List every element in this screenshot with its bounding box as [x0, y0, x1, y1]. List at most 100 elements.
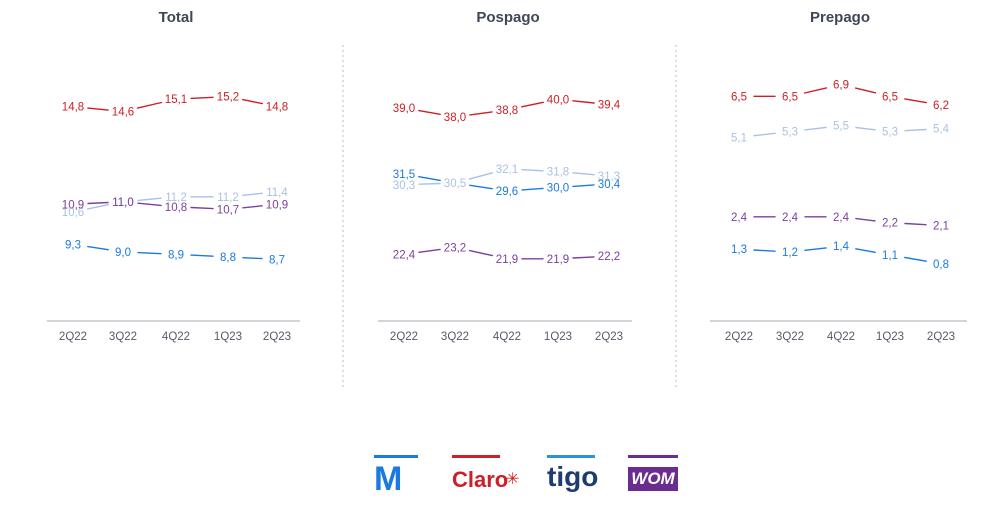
series-segment-movistar	[190, 254, 214, 257]
data-label-tigo: 30,5	[444, 178, 466, 190]
panel-title-total: Total	[159, 9, 194, 26]
data-label-wom: 23,2	[444, 242, 466, 254]
data-label-claro: 6,5	[782, 91, 798, 103]
series-segment-wom	[190, 206, 214, 210]
series-segment-claro	[241, 98, 263, 105]
data-label-tigo: 11,0	[112, 197, 134, 209]
legend-movistar-text: M	[374, 460, 402, 498]
series-segment-claro	[854, 87, 877, 94]
data-label-movistar: 1,1	[882, 250, 898, 262]
data-label-claro: 15,2	[217, 92, 239, 104]
data-label-claro: 39,0	[393, 103, 415, 115]
data-label-movistar: 8,7	[269, 254, 285, 266]
data-label-wom: 10,8	[165, 202, 187, 214]
series-segment-tigo	[86, 203, 110, 210]
series-segment-claro	[803, 87, 828, 94]
data-label-wom: 22,2	[598, 251, 620, 263]
series-segment-movistar	[753, 249, 776, 252]
series-segment-claro	[87, 107, 109, 111]
x-tick-label: 2Q22	[59, 331, 87, 343]
x-tick-label: 4Q22	[493, 331, 521, 343]
series-segment-wom	[572, 256, 595, 259]
series-segment-tigo	[904, 128, 927, 132]
data-label-tigo: 11,2	[165, 192, 187, 204]
series-segment-movistar	[804, 247, 827, 252]
data-label-movistar: 1,3	[731, 244, 747, 256]
charts-canvas: Total 2Q22 3Q22 4Q22 1Q23 2Q23 14,8 14,6 15,1 15,…	[47, 9, 967, 388]
data-label-wom: 21,9	[547, 254, 569, 266]
series-segment-movistar	[418, 175, 441, 182]
series-segment-claro	[904, 98, 927, 104]
data-label-wom: 2,4	[731, 212, 748, 224]
series-segment-movistar	[572, 184, 595, 188]
series-segment-tigo	[468, 172, 494, 180]
data-label-movistar: 8,9	[168, 249, 184, 261]
series-segment-movistar	[521, 187, 544, 191]
data-label-wom: 2,1	[933, 221, 949, 233]
data-label-claro: 14,6	[112, 107, 134, 119]
legend-tigo-logo: tigo	[545, 455, 605, 497]
data-label-tigo: 30,3	[393, 180, 415, 192]
data-label-movistar: 29,6	[496, 186, 518, 198]
data-label-wom: 22,4	[393, 249, 416, 261]
data-label-movistar: 9,3	[65, 239, 81, 251]
data-label-claro: 14,8	[266, 102, 288, 114]
legend-tigo-text: tigo	[547, 461, 599, 492]
data-label-tigo: 11,4	[266, 187, 288, 199]
data-label-claro: 15,1	[165, 94, 187, 106]
data-label-claro: 38,8	[496, 105, 518, 117]
series-segment-wom	[137, 202, 162, 207]
data-label-movistar: 30,0	[547, 182, 569, 194]
series-segment-movistar	[242, 257, 263, 260]
data-label-wom: 2,4	[782, 212, 799, 224]
data-label-wom: 2,2	[882, 218, 898, 230]
data-label-wom: 10,7	[217, 204, 239, 216]
data-label-wom: 10,9	[62, 199, 84, 211]
series-segment-movistar	[137, 251, 162, 255]
panel-title-pospago: Pospago	[476, 9, 539, 26]
series-segment-claro	[190, 96, 214, 100]
legend-claro-burst-icon: ✳	[506, 471, 520, 488]
series-segment-wom	[418, 248, 441, 254]
series-segment-wom	[242, 205, 263, 209]
series-segment-wom	[904, 222, 927, 226]
legend-claro-text: Claro	[452, 467, 509, 492]
data-label-movistar: 1,2	[782, 247, 798, 259]
legend-claro-bar	[452, 455, 500, 458]
x-tick-label: 4Q22	[162, 331, 190, 343]
legend-tigo-bar	[547, 455, 595, 458]
data-label-tigo: 5,1	[731, 132, 747, 144]
x-tick-label: 3Q22	[441, 331, 469, 343]
data-label-tigo: 11,2	[217, 192, 239, 204]
series-segment-movistar	[469, 184, 493, 190]
data-label-tigo: 31,8	[547, 167, 569, 179]
x-tick-label: 3Q22	[776, 331, 804, 343]
x-tick-label: 1Q23	[544, 331, 572, 343]
data-label-claro: 6,9	[833, 80, 849, 92]
legend-wom-logo: WOM	[628, 455, 682, 497]
series-segment-wom	[87, 201, 109, 205]
x-tick-label: 2Q22	[390, 331, 418, 343]
data-label-claro: 14,8	[62, 102, 84, 114]
data-label-claro: 6,5	[731, 91, 747, 103]
x-tick-label: 2Q23	[263, 331, 291, 343]
data-label-tigo: 32,1	[496, 164, 518, 176]
x-tick-label: 1Q23	[876, 331, 904, 343]
data-label-movistar: 9,0	[115, 247, 131, 259]
x-tick-label: 2Q23	[595, 331, 623, 343]
legend-wom-text: WOM	[628, 467, 678, 491]
data-label-movistar: 31,5	[393, 169, 415, 181]
series-segment-claro	[418, 109, 441, 116]
series-segment-tigo	[137, 197, 162, 202]
data-label-movistar: 8,8	[220, 252, 236, 264]
data-label-wom: 21,9	[496, 254, 518, 266]
x-tick-label: 4Q22	[827, 331, 855, 343]
x-tick-label: 2Q22	[725, 331, 753, 343]
legend-claro-logo: Claro ✳	[450, 455, 520, 497]
series-segment-tigo	[855, 126, 876, 131]
series-segment-tigo	[572, 172, 595, 176]
series-segment-tigo	[804, 126, 827, 131]
x-tick-label: 1Q23	[214, 331, 242, 343]
data-label-claro: 40,0	[547, 94, 569, 106]
